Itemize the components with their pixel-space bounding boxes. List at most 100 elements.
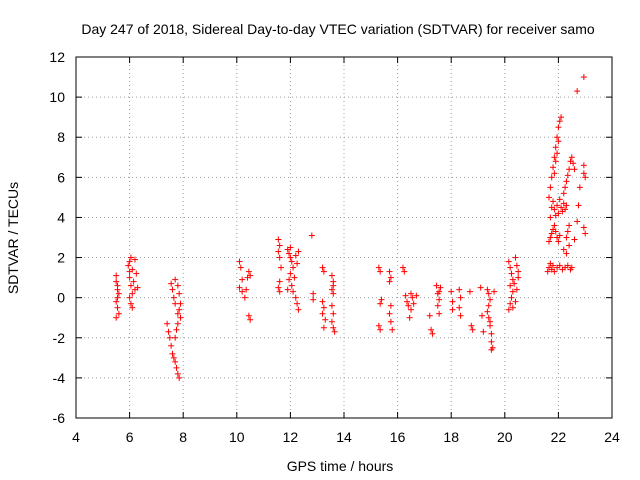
x-tick-label: 10 xyxy=(229,429,245,445)
data-point xyxy=(239,288,246,295)
data-point xyxy=(568,264,575,271)
data-point xyxy=(406,314,413,321)
data-point xyxy=(236,284,243,291)
data-point xyxy=(551,154,558,161)
data-point xyxy=(275,284,282,291)
data-point xyxy=(505,258,512,265)
data-point xyxy=(410,300,417,307)
data-point xyxy=(168,280,175,287)
data-point xyxy=(241,294,248,301)
data-point xyxy=(328,318,335,325)
x-tick-label: 8 xyxy=(179,429,187,445)
data-point xyxy=(547,214,554,221)
data-point xyxy=(554,150,561,157)
data-point xyxy=(295,248,302,255)
data-point xyxy=(479,312,486,319)
data-point xyxy=(237,264,244,271)
data-point xyxy=(287,244,294,251)
y-tick-label: 12 xyxy=(49,49,65,65)
x-tick-label: 14 xyxy=(336,429,352,445)
data-point xyxy=(513,262,520,269)
data-point xyxy=(288,258,295,265)
data-point xyxy=(484,308,491,315)
data-point xyxy=(113,278,120,285)
data-point xyxy=(328,302,335,309)
data-point xyxy=(173,364,180,371)
data-point xyxy=(562,184,569,191)
data-point xyxy=(560,246,567,253)
data-point xyxy=(164,320,171,327)
data-point xyxy=(556,118,563,125)
data-point xyxy=(319,310,326,317)
data-point xyxy=(582,230,589,237)
data-point xyxy=(377,268,384,275)
data-point xyxy=(126,294,133,301)
data-point xyxy=(174,370,181,377)
data-point xyxy=(468,322,475,329)
data-point xyxy=(555,124,562,131)
data-point xyxy=(247,272,254,279)
data-point xyxy=(484,286,491,293)
data-point xyxy=(491,288,498,295)
data-point xyxy=(552,144,559,151)
y-tick-label: 6 xyxy=(57,169,65,185)
data-point xyxy=(320,268,327,275)
data-point xyxy=(548,230,555,237)
data-point xyxy=(550,262,557,269)
data-point xyxy=(127,254,134,261)
data-point xyxy=(173,326,180,333)
data-point xyxy=(563,234,570,241)
data-points xyxy=(113,74,589,381)
data-point xyxy=(114,294,121,301)
data-point xyxy=(512,254,519,261)
data-point xyxy=(485,290,492,297)
data-point xyxy=(129,290,136,297)
data-point xyxy=(544,268,551,275)
data-point xyxy=(449,306,456,313)
data-point xyxy=(507,264,514,271)
data-point xyxy=(511,280,518,287)
data-point xyxy=(288,282,295,289)
y-tick-label: -6 xyxy=(53,410,66,426)
data-point xyxy=(515,274,522,281)
data-point xyxy=(550,198,557,205)
data-point xyxy=(115,290,122,297)
data-point xyxy=(580,170,587,177)
data-point xyxy=(113,314,120,321)
data-point xyxy=(408,290,414,297)
data-point xyxy=(177,314,184,321)
data-point xyxy=(114,304,121,311)
y-tick-label: -2 xyxy=(53,330,66,346)
data-point xyxy=(456,286,463,293)
data-point xyxy=(319,264,326,271)
data-point xyxy=(276,278,283,285)
data-point xyxy=(322,316,329,323)
data-point xyxy=(564,228,571,235)
data-point xyxy=(402,292,409,299)
y-tick-label: 8 xyxy=(57,129,65,145)
data-point xyxy=(449,298,456,305)
data-point xyxy=(172,276,179,283)
data-point xyxy=(399,264,406,271)
data-point xyxy=(377,300,384,307)
y-tick-label: 0 xyxy=(57,290,65,306)
data-point xyxy=(551,268,558,275)
data-point xyxy=(556,262,563,269)
data-point xyxy=(176,306,183,313)
data-point xyxy=(575,202,582,209)
data-point xyxy=(245,312,252,319)
data-point xyxy=(428,326,435,333)
data-point xyxy=(563,178,570,185)
x-tick-label: 24 xyxy=(604,429,620,445)
data-point xyxy=(547,184,554,191)
data-point xyxy=(551,206,558,213)
data-point xyxy=(172,358,179,365)
data-point xyxy=(485,314,492,321)
data-point xyxy=(168,342,175,349)
y-tick-label: 2 xyxy=(57,250,65,266)
data-point xyxy=(127,300,134,307)
data-point xyxy=(287,270,294,277)
data-point xyxy=(546,194,553,201)
